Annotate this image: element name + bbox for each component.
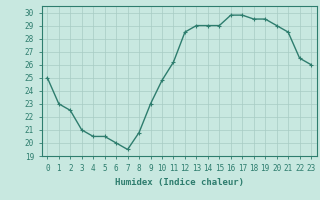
X-axis label: Humidex (Indice chaleur): Humidex (Indice chaleur) (115, 178, 244, 187)
